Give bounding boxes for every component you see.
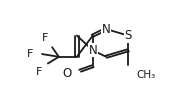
Text: N: N	[102, 23, 111, 36]
Text: S: S	[125, 29, 132, 42]
Text: CH₃: CH₃	[136, 70, 155, 80]
Text: N: N	[88, 44, 97, 57]
Text: F: F	[42, 33, 48, 43]
Text: F: F	[26, 49, 33, 59]
Text: O: O	[62, 67, 72, 80]
Text: F: F	[36, 67, 43, 77]
